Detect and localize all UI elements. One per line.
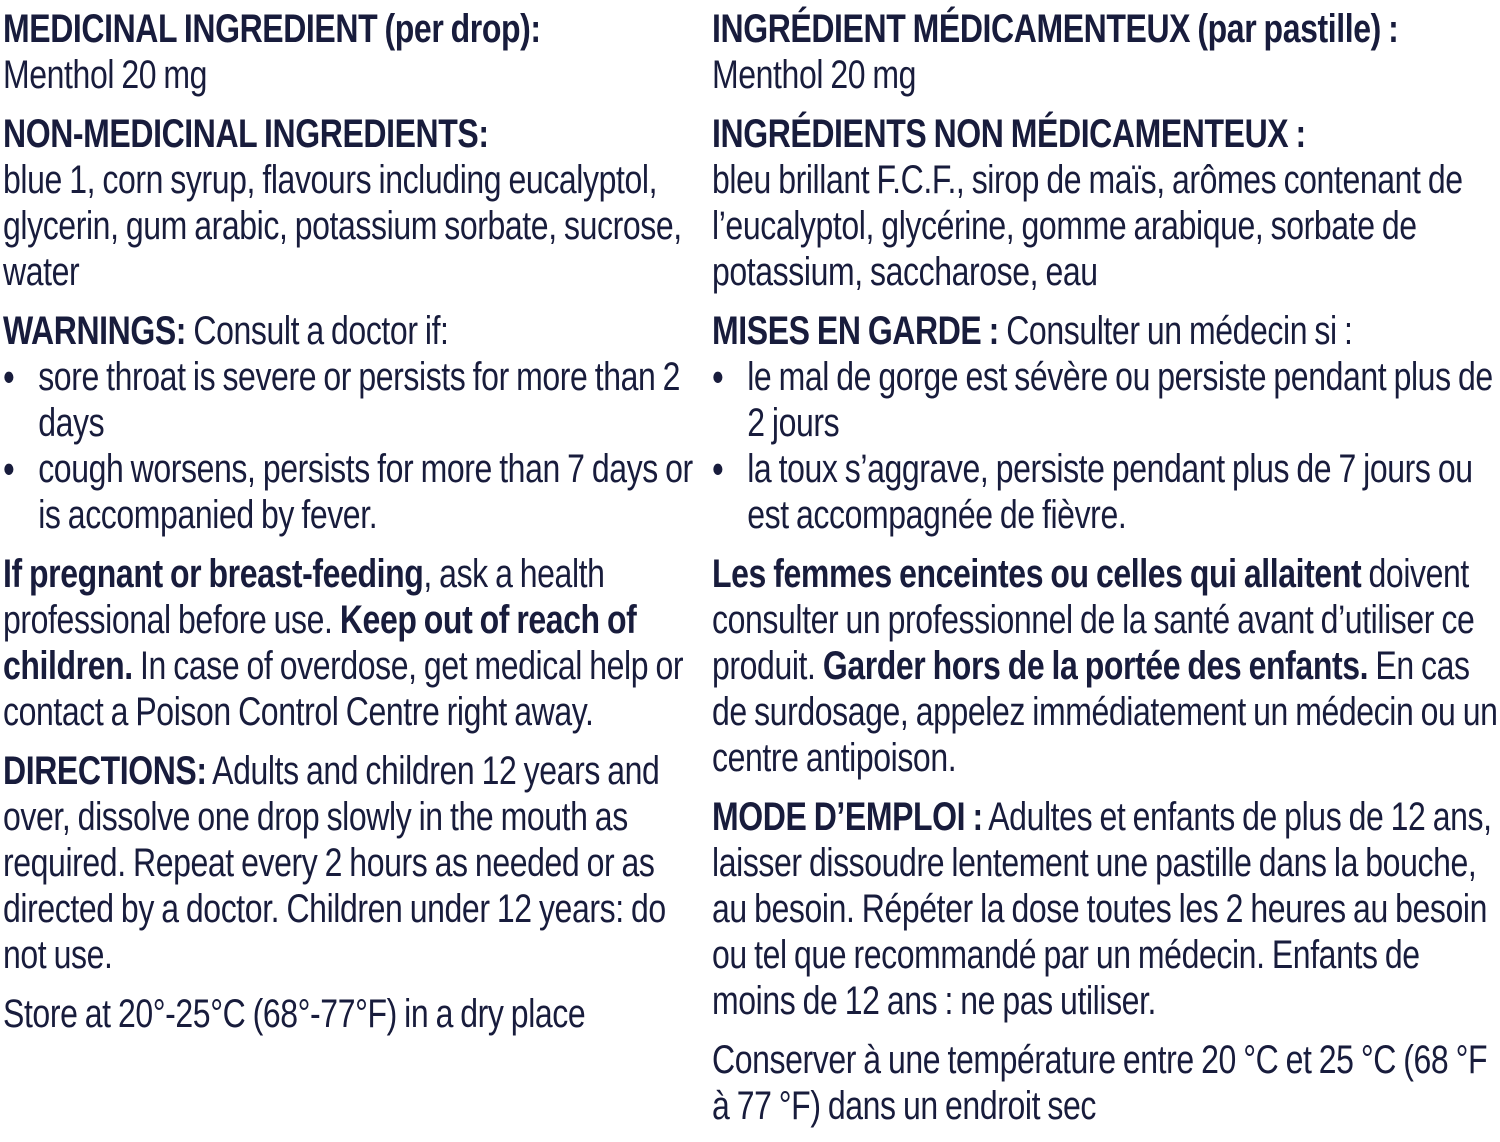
section-lead: MISES EN GARDE : Consulter un médecin si… <box>712 308 1500 354</box>
body-paragraph: blue 1, corn syrup, flavours including e… <box>3 157 707 295</box>
text-run-bold: If pregnant or breast-feeding <box>3 552 424 596</box>
section-lead: WARNINGS: Consult a doctor if: <box>3 308 707 354</box>
text-run-bold: NON-MEDICINAL INGREDIENTS: <box>3 112 489 156</box>
text-run-bold: INGRÉDIENT MÉDICAMENTEUX (par pastille) … <box>712 7 1399 51</box>
text-run: En cas de surdosage, appelez immédiateme… <box>712 644 1498 780</box>
body-paragraph: Les femmes enceintes ou celles qui allai… <box>712 551 1500 781</box>
text-run-bold: INGRÉDIENTS NON MÉDICAMENTEUX : <box>712 112 1306 156</box>
bullet-icon: • <box>712 353 724 400</box>
body-paragraph: bleu brillant F.C.F., sirop de maïs, arô… <box>712 157 1500 295</box>
section-heading: MEDICINAL INGREDIENT (per drop): <box>3 6 707 52</box>
bullet-icon: • <box>712 445 724 492</box>
french-column-text: INGRÉDIENT MÉDICAMENTEUX (par pastille) … <box>712 6 1500 1129</box>
text-run: Menthol 20 mg <box>3 53 208 97</box>
bullet-text: la toux s’aggrave, persiste pendant plus… <box>747 447 1473 537</box>
body-paragraph: DIRECTIONS: Adults and children 12 years… <box>3 748 707 978</box>
bullet-item: • le mal de gorge est sévère ou persiste … <box>712 354 1500 446</box>
text-run: Adultes et enfants de plus de 12 ans, la… <box>712 795 1492 1023</box>
body-paragraph: MODE D’EMPLOI : Adultes et enfants de pl… <box>712 794 1500 1024</box>
text-run-bold: WARNINGS: <box>3 309 187 353</box>
bullet-item: • la toux s’aggrave, persiste pendant plu… <box>712 446 1500 538</box>
bullet-item: • sore throat is severe or persists for m… <box>3 354 707 446</box>
body-paragraph: Store at 20°-25°C (68°-77°F) in a dry pl… <box>3 991 707 1037</box>
text-run-bold: MEDICINAL INGREDIENT (per drop): <box>3 7 541 51</box>
text-run: blue 1, corn syrup, flavours including e… <box>3 158 682 294</box>
text-run: Adults and children 12 years and over, d… <box>3 749 666 977</box>
text-run-bold: DIRECTIONS: <box>3 749 207 793</box>
text-run-bold: Garder hors de la portée des enfants. <box>822 644 1369 688</box>
french-column: INGRÉDIENT MÉDICAMENTEUX (par pastille) … <box>712 6 1500 1142</box>
text-run: , ask a health professional before use. <box>3 552 605 642</box>
text-run: Consult a doctor if: <box>186 309 449 353</box>
warning-bullet-list: • le mal de gorge est sévère ou persiste … <box>712 354 1500 538</box>
text-run-bold: Keep out of reach of children. <box>3 598 637 688</box>
english-column-text: MEDICINAL INGREDIENT (per drop): Menthol … <box>3 6 707 1037</box>
text-run: bleu brillant F.C.F., sirop de maïs, arô… <box>712 158 1463 294</box>
section-heading: NON-MEDICINAL INGREDIENTS: <box>3 111 707 157</box>
english-column: MEDICINAL INGREDIENT (per drop): Menthol … <box>3 6 709 1050</box>
body-paragraph: If pregnant or breast-feeding, ask a hea… <box>3 551 707 735</box>
body-paragraph: Menthol 20 mg <box>712 52 1500 98</box>
text-run: Conserver à une température entre 20 °C … <box>712 1038 1488 1128</box>
text-run: Menthol 20 mg <box>712 53 917 97</box>
text-run-bold: MODE D’EMPLOI : <box>712 795 983 839</box>
section-heading: INGRÉDIENT MÉDICAMENTEUX (par pastille) … <box>712 6 1500 52</box>
text-run: doivent consulter un professionnel de la… <box>712 552 1475 688</box>
bullet-item: • cough worsens, persists for more than 7… <box>3 446 707 538</box>
bullet-icon: • <box>3 445 15 492</box>
bullet-text: sore throat is severe or persists for mo… <box>38 355 681 445</box>
bullet-text: cough worsens, persists for more than 7 … <box>38 447 693 537</box>
text-run-bold: Les femmes enceintes ou celles qui allai… <box>712 552 1362 596</box>
text-run-bold: MISES EN GARDE : <box>712 309 999 353</box>
body-paragraph: Conserver à une température entre 20 °C … <box>712 1037 1500 1129</box>
bullet-icon: • <box>3 353 15 400</box>
bullet-text: le mal de gorge est sévère ou persiste p… <box>747 355 1493 445</box>
text-run: Store at 20°-25°C (68°-77°F) in a dry pl… <box>3 992 586 1036</box>
text-run: Consulter un médecin si : <box>998 309 1353 353</box>
section-heading: INGRÉDIENTS NON MÉDICAMENTEUX : <box>712 111 1500 157</box>
body-paragraph: Menthol 20 mg <box>3 52 707 98</box>
warning-bullet-list: • sore throat is severe or persists for m… <box>3 354 707 538</box>
text-run: In case of overdose, get medical help or… <box>3 644 684 734</box>
